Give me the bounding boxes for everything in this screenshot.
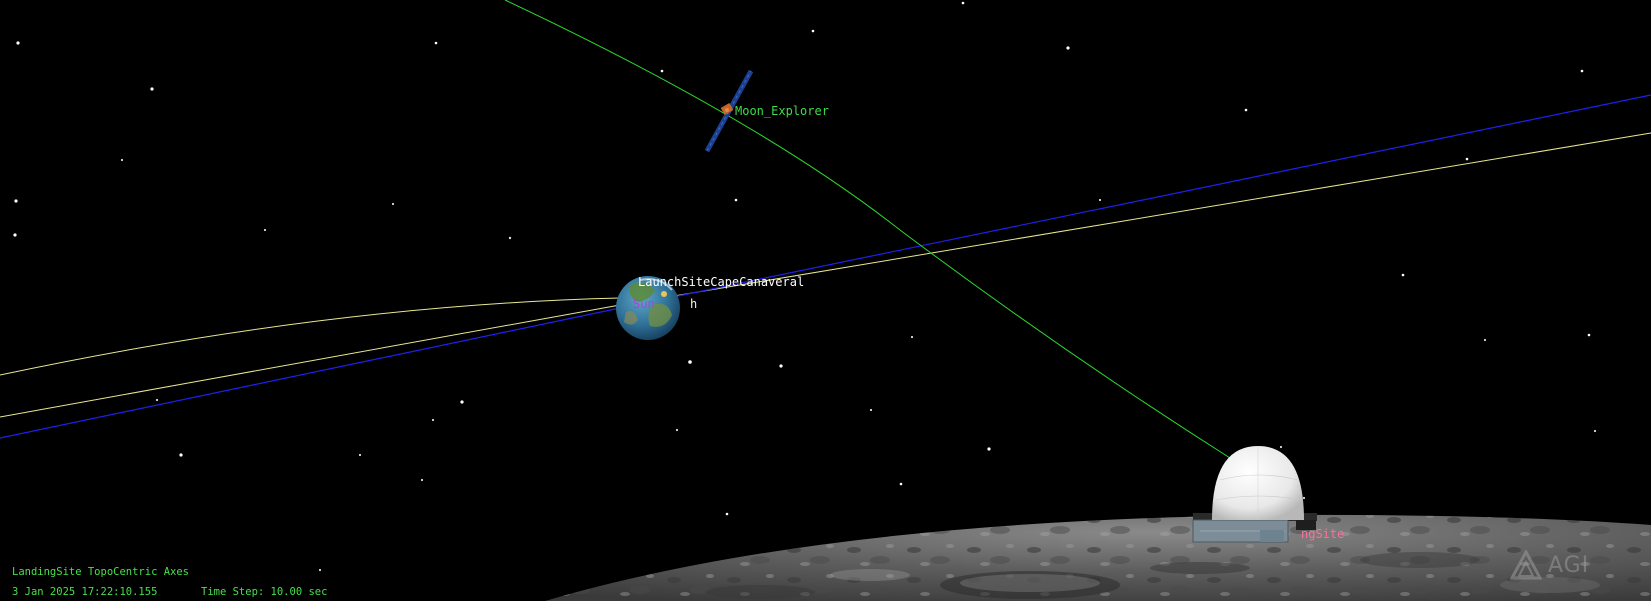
radome-icon[interactable] <box>1192 446 1317 543</box>
agi-logo: AGI <box>1510 548 1589 582</box>
satellite-label[interactable]: Moon_Explorer <box>735 104 829 118</box>
landing-site-label[interactable]: ngSite <box>1301 527 1345 541</box>
blue-orbit-track <box>0 94 1651 439</box>
axes-label: LandingSite TopoCentric Axes <box>12 566 190 578</box>
launch-site-label[interactable]: LaunchSiteCapeCanaveral <box>638 275 805 289</box>
satellite-icon[interactable] <box>704 69 754 153</box>
starfield <box>13 1 1597 572</box>
agi-triangle-logo-icon <box>1510 550 1542 580</box>
yellow-orbit-upper <box>0 297 621 376</box>
earth-globe-icon[interactable] <box>616 276 680 340</box>
earth-label-fragment: h <box>690 297 698 311</box>
satellite-track <box>504 0 1231 459</box>
datetime-readout: 3 Jan 2025 17:22:10.155 <box>12 586 158 598</box>
sun-label[interactable]: Sun <box>633 297 655 311</box>
agi-logo-text: AGI <box>1548 552 1590 578</box>
time-step-readout: Time Step: 10.00 sec <box>201 586 328 598</box>
moon-surface <box>545 514 1651 601</box>
